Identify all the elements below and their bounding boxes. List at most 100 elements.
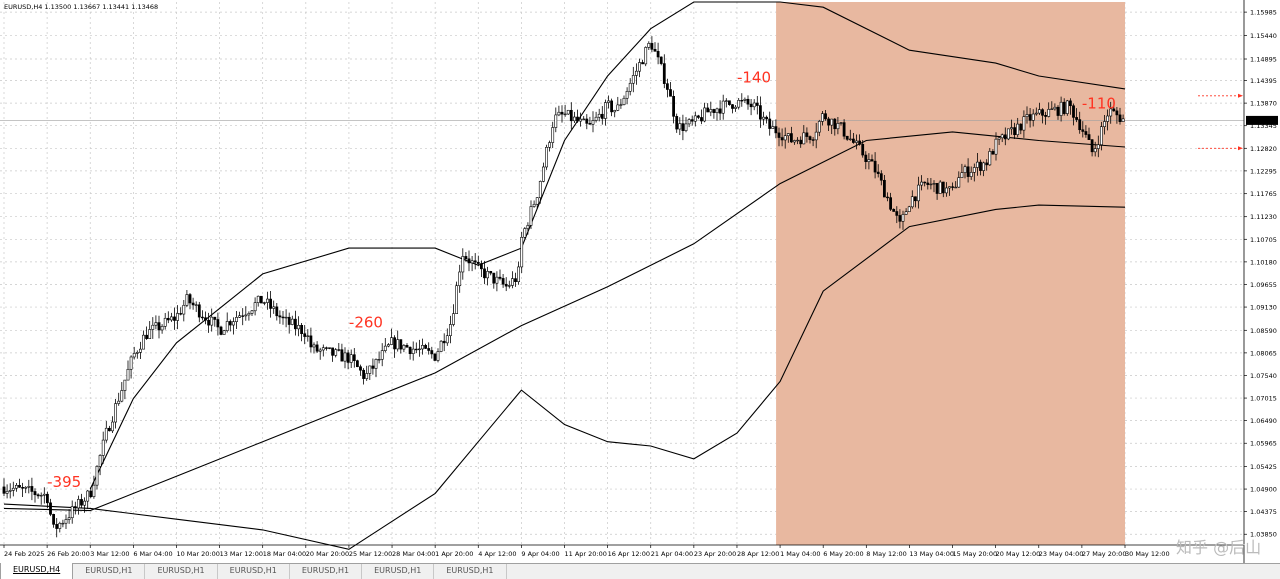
candle-body — [712, 109, 716, 114]
chart-tab[interactable]: EURUSD,H1 — [290, 564, 363, 579]
time-tick-label: 4 Apr 12:00 — [478, 550, 516, 558]
band-upper-line — [89, 1, 1126, 490]
chart-tab[interactable]: EURUSD,H1 — [73, 564, 146, 579]
candle-body — [864, 154, 868, 162]
candle-body — [1038, 109, 1041, 114]
chart-tab[interactable]: EURUSD,H1 — [218, 564, 290, 579]
candle-body — [89, 490, 93, 497]
candle-body — [517, 266, 521, 282]
candle-body — [727, 100, 731, 105]
candle-body — [49, 502, 52, 515]
candle-body — [262, 302, 266, 304]
candle-body — [108, 427, 111, 432]
candle-body — [892, 208, 896, 212]
moving-average-line — [3, 131, 1126, 512]
candle-body — [244, 314, 248, 317]
candle-body — [613, 109, 617, 113]
candle-body — [1019, 123, 1023, 131]
candle-body — [845, 135, 849, 140]
candle-body — [545, 147, 548, 168]
candle-body — [176, 313, 180, 321]
candle-body — [607, 100, 610, 103]
candle-body — [975, 161, 979, 168]
candle-body — [507, 285, 511, 287]
candle-body — [501, 278, 505, 285]
chart-info: EURUSD,H4 1.13500 1.13667 1.13441 1.1346… — [4, 3, 158, 11]
candle-body — [1031, 113, 1035, 121]
candle-body — [938, 181, 942, 194]
chart-tab[interactable]: EURUSD,H1 — [434, 564, 507, 579]
candle-body — [715, 108, 719, 114]
candle-body — [1034, 112, 1038, 115]
candle-body — [2, 486, 6, 494]
time-axis: 24 Feb 2025 26 Feb 20:00 3 Mar 12:00 6 Mar … — [0, 544, 1244, 558]
candle-body — [266, 298, 269, 303]
price-tick-label: 1.04375 — [1250, 508, 1277, 516]
candle-body — [638, 62, 641, 72]
candle-body — [321, 347, 325, 351]
candle-body — [77, 499, 80, 509]
time-tick-label: 18 Mar 04:00 — [263, 550, 306, 558]
time-tick-label: 25 Mar 12:00 — [349, 550, 392, 558]
candle-body — [628, 82, 632, 92]
price-tick-label: 1.08065 — [1250, 349, 1277, 357]
candle-body — [771, 126, 775, 129]
chart-tab[interactable]: EURUSD,H1 — [362, 564, 435, 579]
candle-body — [994, 138, 998, 155]
candle-body — [114, 403, 118, 423]
candle-body — [752, 102, 756, 108]
candle-body — [479, 263, 483, 270]
candle-body — [489, 271, 493, 274]
candle-body — [929, 183, 933, 186]
candle-body — [67, 517, 71, 520]
candle-body — [895, 211, 899, 216]
price-tick-label: 1.10705 — [1250, 236, 1277, 244]
candle-body — [293, 318, 297, 330]
candle-body — [151, 324, 155, 330]
chart-tab[interactable]: EURUSD,H1 — [145, 564, 218, 579]
candle-body — [377, 358, 381, 361]
time-tick-label: 27 May 20:00 — [1082, 550, 1127, 558]
candle-body — [808, 136, 812, 140]
candle-body — [910, 196, 914, 208]
candle-body — [802, 132, 806, 145]
candle-body — [414, 348, 418, 351]
candle-body — [393, 337, 397, 350]
candle-body — [786, 133, 790, 136]
candle-body — [368, 365, 372, 374]
candle-body — [253, 302, 257, 312]
candle-body — [560, 111, 564, 115]
candle-body — [24, 486, 28, 489]
candle-body — [749, 103, 753, 108]
candle-body — [300, 324, 304, 334]
candle-body — [653, 49, 657, 52]
candle-body — [951, 186, 955, 188]
candle-body — [219, 326, 223, 335]
candle-body — [445, 335, 449, 344]
candle-body — [309, 335, 313, 348]
candle-body — [774, 126, 778, 134]
candle-body — [551, 127, 555, 143]
candle-body — [58, 522, 62, 529]
candle-body — [566, 109, 570, 115]
candle-body — [98, 455, 102, 467]
candle-body — [352, 354, 356, 361]
candle-body — [709, 109, 713, 113]
candle-body — [656, 51, 660, 58]
price-marker-arrow — [1238, 93, 1243, 98]
candle-body — [706, 107, 710, 113]
candle-body — [904, 211, 908, 215]
candle-body — [1053, 106, 1057, 110]
candle-body — [139, 348, 142, 353]
candle-body — [762, 116, 765, 120]
candle-body — [235, 317, 238, 322]
candle-body — [1112, 108, 1116, 112]
candle-body — [867, 159, 871, 162]
candle-body — [737, 99, 741, 108]
candle-body — [1025, 114, 1029, 117]
chart-tab[interactable]: EURUSD,H4 — [0, 563, 74, 579]
price-chart[interactable]: 1.15985 1.15440 1.14895 1.14395 1.13870 1.133… — [0, 0, 1280, 563]
candle-body — [1028, 114, 1032, 121]
candle-body — [166, 317, 170, 321]
candle-body — [328, 347, 331, 349]
